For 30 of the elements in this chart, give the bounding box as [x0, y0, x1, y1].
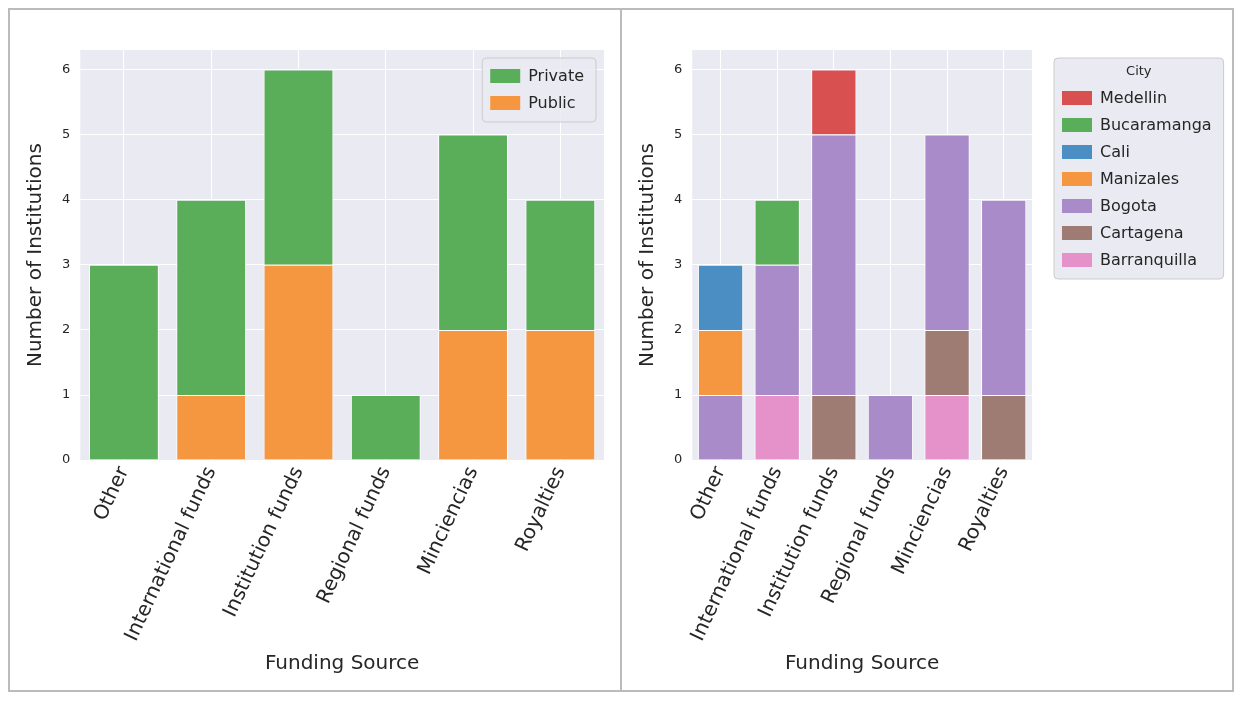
- y-axis-title: Number of Institutions: [22, 143, 47, 368]
- legend-label: Cali: [1100, 142, 1130, 162]
- legend-label: Private: [528, 66, 584, 86]
- y-tick-label: 0: [673, 451, 683, 467]
- y-tick-label: 2: [61, 321, 71, 337]
- legend-label: Cartagena: [1100, 223, 1184, 243]
- x-axis-title: Funding Source: [264, 650, 420, 675]
- y-tick-label: 4: [673, 191, 683, 207]
- y-tick-label: 4: [61, 191, 71, 207]
- y-tick-label: 3: [673, 256, 683, 272]
- legend-label: Bogota: [1100, 196, 1157, 216]
- x-axis-title: Funding Source: [784, 650, 940, 675]
- y-tick-label: 5: [61, 126, 71, 141]
- y-tick-label: 2: [673, 321, 683, 337]
- legend-title: City: [1126, 63, 1152, 79]
- y-tick-label: 3: [61, 256, 71, 272]
- legend-label: Manizales: [1100, 169, 1180, 189]
- y-tick-label: 0: [61, 451, 71, 467]
- legend-label: Barranquilla: [1100, 250, 1198, 270]
- y-axis-title: Number of Institutions: [634, 143, 659, 368]
- x-tick-label: Other: [87, 461, 134, 524]
- legend-label: Medellin: [1100, 88, 1168, 108]
- y-tick-label: 6: [61, 60, 71, 76]
- y-tick-label: 1: [61, 386, 71, 402]
- y-tick-label: 6: [673, 60, 683, 76]
- y-tick-label: 5: [673, 126, 683, 141]
- legend-label: Bucaramanga: [1100, 115, 1212, 135]
- x-tick-label: Other: [684, 461, 731, 524]
- y-tick-label: 1: [673, 386, 683, 402]
- legend-label: Public: [528, 93, 576, 113]
